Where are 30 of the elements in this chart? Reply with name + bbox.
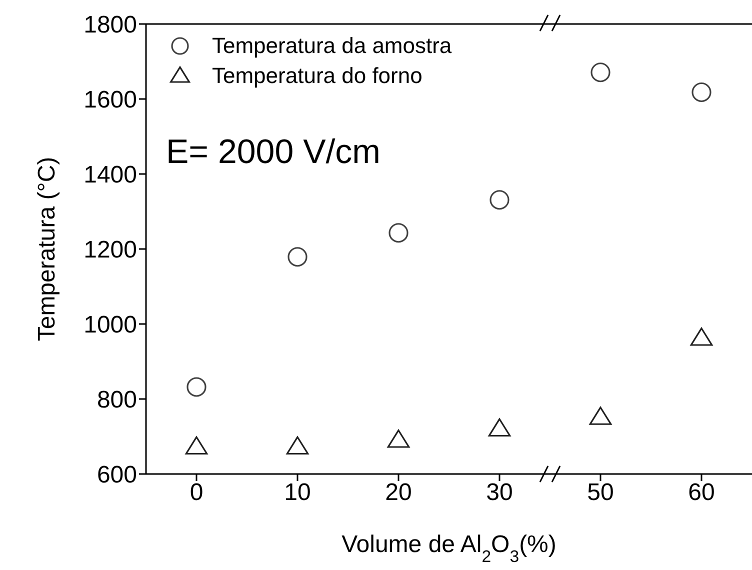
y-tick-label: 600 xyxy=(96,462,137,489)
point xyxy=(692,82,712,102)
point xyxy=(185,436,208,455)
point xyxy=(490,190,510,210)
x-tick-label: 50 xyxy=(587,479,614,506)
legend-label: Temperatura da amostra xyxy=(212,33,452,59)
point xyxy=(387,430,410,448)
point xyxy=(589,406,612,425)
y-tick-label: 800 xyxy=(96,386,137,414)
point xyxy=(186,377,206,397)
point xyxy=(488,418,511,437)
x-tick-label: 20 xyxy=(385,479,412,506)
y-tick-label: 1600 xyxy=(84,86,137,114)
y-tick-label: 1200 xyxy=(84,236,137,264)
x-tick-label: 60 xyxy=(688,479,715,506)
point xyxy=(288,247,308,267)
x-axis-title: Volume de Al$_{2}$O$_{3}$(%) xyxy=(342,531,556,566)
x-tick-label: 30 xyxy=(486,479,513,506)
point xyxy=(286,436,309,455)
point xyxy=(690,328,713,346)
annotation: E= 2000 V/cm xyxy=(166,133,381,172)
y-tick-label: 1000 xyxy=(84,312,137,339)
y-tick-label: 1400 xyxy=(84,162,137,189)
legend-label: Temperatura do forno xyxy=(212,63,422,89)
x-tick-label: 0 xyxy=(190,479,204,506)
y-tick-label: 1800 xyxy=(84,12,137,39)
point xyxy=(590,62,610,82)
y-axis-title: Temperatura (°C) xyxy=(34,156,61,342)
point xyxy=(388,223,408,243)
x-tick-label: 10 xyxy=(284,479,311,506)
